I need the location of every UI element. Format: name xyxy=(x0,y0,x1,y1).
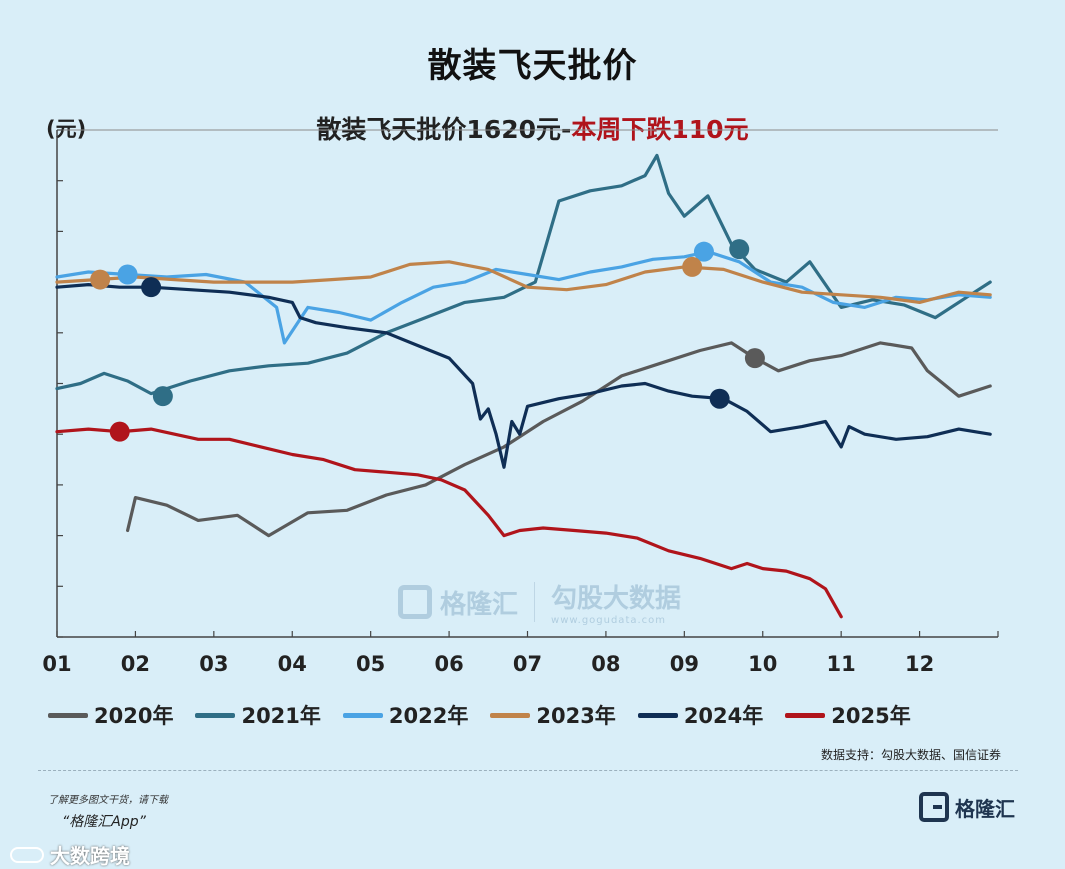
weibo-icon xyxy=(10,846,44,863)
x-tick-label: 04 xyxy=(278,652,307,676)
series-marker xyxy=(90,269,111,290)
legend-swatch xyxy=(490,712,531,718)
x-tick-label: 03 xyxy=(199,652,228,676)
legend-swatch xyxy=(48,712,88,718)
watermark-url: www.gogudata.com xyxy=(551,615,667,626)
series-line-0 xyxy=(125,341,992,538)
footer-logo: 格隆汇 xyxy=(919,792,1015,822)
legend-item: 2022年 xyxy=(342,700,469,730)
series-line-3 xyxy=(55,260,992,304)
legend-swatch xyxy=(637,712,678,718)
line-chart: 01 02 03 04 05 06 07 08 09 10 11 12 xyxy=(42,129,999,676)
watermark-partner: 勾股大数据 xyxy=(551,584,682,614)
footer-divider xyxy=(38,770,1018,771)
legend-label: 2025年 xyxy=(831,704,911,728)
data-source: 数据支持：勾股大数据、国信证券 xyxy=(820,748,1001,762)
y-axis-unit: (元) xyxy=(46,117,87,141)
chart-legend: 2020年 2021年 2022年 2023年 2024年 2025年 xyxy=(48,700,1048,730)
legend-item: 2023年 xyxy=(490,700,616,730)
legend-item: 2021年 xyxy=(195,700,321,730)
watermark-logo-icon xyxy=(398,585,432,619)
account-name: 大数跨境 xyxy=(50,844,130,868)
legend-item: 2025年 xyxy=(785,700,911,730)
series-line-4 xyxy=(55,283,992,469)
legend-label: 2020年 xyxy=(94,704,174,728)
brand-g-icon xyxy=(919,792,949,822)
series-line-5 xyxy=(55,427,843,619)
footer-logo-text: 格隆汇 xyxy=(955,796,1015,821)
x-tick-label: 12 xyxy=(905,652,934,676)
legend-label: 2021年 xyxy=(241,704,321,728)
x-tick-label: 05 xyxy=(356,652,385,676)
promo-app-name: “格隆汇App” xyxy=(62,814,146,830)
series-marker xyxy=(729,239,750,260)
legend-swatch xyxy=(785,712,826,718)
legend-swatch xyxy=(195,712,236,718)
series-marker xyxy=(117,264,138,285)
legend-item: 2024年 xyxy=(637,700,764,730)
series-line-1 xyxy=(55,153,992,396)
x-tick-label: 02 xyxy=(121,652,150,676)
series-marker xyxy=(693,241,714,262)
promo-text: 了解更多图文干货，请下载 xyxy=(48,795,168,806)
chart-title: 散装飞天批价 xyxy=(427,46,638,86)
series-marker xyxy=(152,386,173,407)
series-marker xyxy=(682,256,703,277)
watermark-brand: 格隆汇 xyxy=(440,589,519,620)
legend-label: 2023年 xyxy=(536,704,616,728)
x-tick-label: 11 xyxy=(827,652,856,676)
x-tick-label: 08 xyxy=(591,652,620,676)
legend-label: 2024年 xyxy=(683,704,764,728)
legend-swatch xyxy=(342,712,383,718)
series-marker xyxy=(709,388,730,409)
x-tick-label: 06 xyxy=(434,652,463,676)
series-marker xyxy=(744,348,765,369)
series-marker xyxy=(141,277,162,298)
watermark-separator xyxy=(534,582,536,622)
series-marker xyxy=(109,421,130,442)
x-tick-label: 01 xyxy=(42,652,71,676)
series-line-2 xyxy=(55,250,992,345)
x-tick-label: 09 xyxy=(670,652,699,676)
watermark: 格隆汇 勾股大数据 www.gogudata.com xyxy=(398,578,681,626)
legend-item: 2020年 xyxy=(48,700,173,730)
legend-label: 2022年 xyxy=(388,704,469,728)
account-watermark: 大数跨境 xyxy=(10,840,130,869)
x-tick-label: 07 xyxy=(513,652,542,676)
x-tick-label: 10 xyxy=(748,652,777,676)
